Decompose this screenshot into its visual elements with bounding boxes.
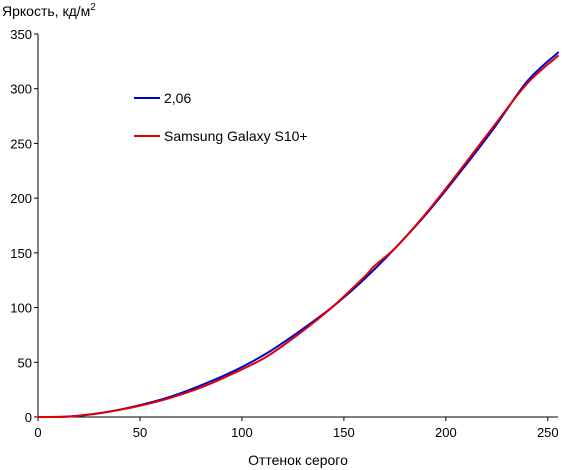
y-tick-label: 250	[10, 136, 32, 151]
axes	[37, 34, 558, 418]
x-tick-label: 200	[435, 425, 457, 440]
y-tick-label: 200	[10, 191, 32, 206]
y-tick-label: 350	[10, 27, 32, 42]
legend-label-2: Samsung Galaxy S10+	[164, 128, 308, 144]
x-tick-label: 0	[34, 425, 41, 440]
y-tick-label: 50	[18, 355, 32, 370]
y-tick-label: 300	[10, 82, 32, 97]
y-tick-label: 100	[10, 301, 32, 316]
x-tick-label: 50	[133, 425, 147, 440]
ticks: 0 50 100 150 200 250 300 350 0 50 100 150 200 250	[10, 27, 558, 440]
y-tick-label: 0	[25, 410, 32, 425]
x-tick-label: 150	[333, 425, 355, 440]
series	[37, 51, 559, 418]
x-tick-label: 250	[537, 425, 559, 440]
y-axis-title-superscript: 2	[90, 2, 96, 13]
series-line-1	[37, 51, 559, 418]
y-axis-title: Яркость, кд/м2	[2, 2, 96, 19]
series-line-2	[37, 54, 559, 418]
legend-label-1: 2,06	[164, 90, 191, 106]
x-tick-label: 100	[231, 425, 253, 440]
y-tick-label: 150	[10, 246, 32, 261]
x-axis-title: Оттенок серого	[248, 452, 348, 468]
legend: 2,06 Samsung Galaxy S10+	[134, 90, 308, 144]
